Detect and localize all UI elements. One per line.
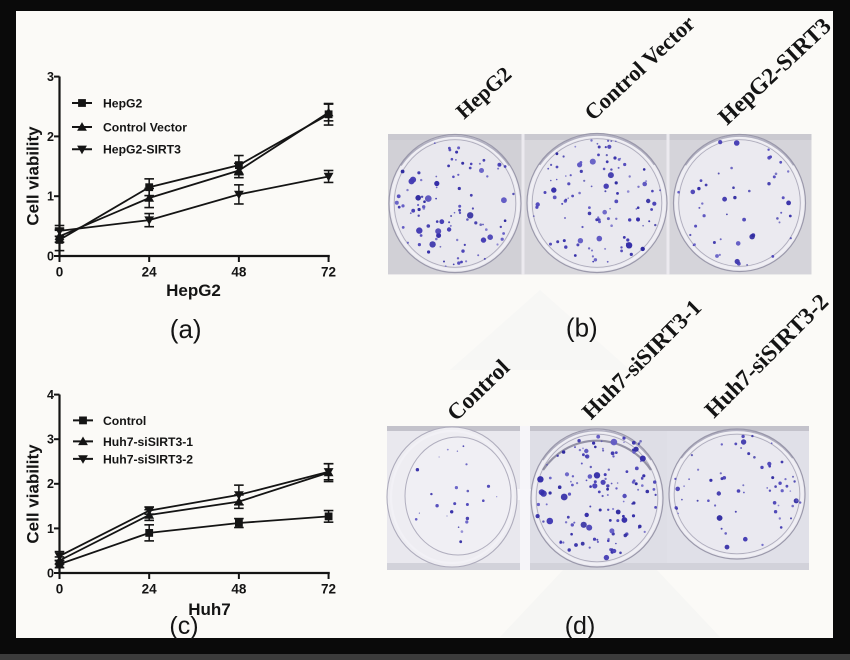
svg-text:0: 0 <box>56 582 64 597</box>
svg-text:Huh7-siSIRT3-1: Huh7-siSIRT3-1 <box>103 435 193 449</box>
svg-text:72: 72 <box>321 265 336 280</box>
svg-text:3: 3 <box>47 70 54 84</box>
svg-text:1: 1 <box>47 522 54 536</box>
svg-text:0: 0 <box>47 249 54 263</box>
svg-text:HepG2: HepG2 <box>166 281 221 300</box>
svg-text:Cell viability: Cell viability <box>24 126 43 226</box>
svg-text:72: 72 <box>321 582 336 597</box>
svg-text:Huh7-siSIRT3-2: Huh7-siSIRT3-2 <box>103 452 193 466</box>
svg-text:2: 2 <box>47 130 54 144</box>
svg-text:(d): (d) <box>565 612 596 640</box>
svg-text:1: 1 <box>47 190 54 204</box>
svg-text:0: 0 <box>47 566 54 580</box>
svg-text:HepG2-SIRT3: HepG2-SIRT3 <box>103 143 181 157</box>
svg-text:48: 48 <box>231 265 247 280</box>
svg-text:Huh7: Huh7 <box>188 600 231 619</box>
svg-text:HepG2: HepG2 <box>103 96 143 110</box>
svg-text:Cell viability: Cell viability <box>24 444 43 544</box>
svg-text:(b): (b) <box>566 313 598 343</box>
svg-text:3: 3 <box>47 433 54 447</box>
svg-text:Control: Control <box>103 414 146 428</box>
svg-text:2: 2 <box>47 477 54 491</box>
svg-text:(c): (c) <box>169 612 198 640</box>
svg-text:24: 24 <box>142 265 158 280</box>
svg-text:Control Vector: Control Vector <box>103 120 187 134</box>
svg-text:24: 24 <box>142 582 158 597</box>
svg-text:(a): (a) <box>170 314 202 344</box>
svg-text:48: 48 <box>231 582 247 597</box>
svg-text:0: 0 <box>56 265 64 280</box>
svg-text:4: 4 <box>47 388 54 402</box>
